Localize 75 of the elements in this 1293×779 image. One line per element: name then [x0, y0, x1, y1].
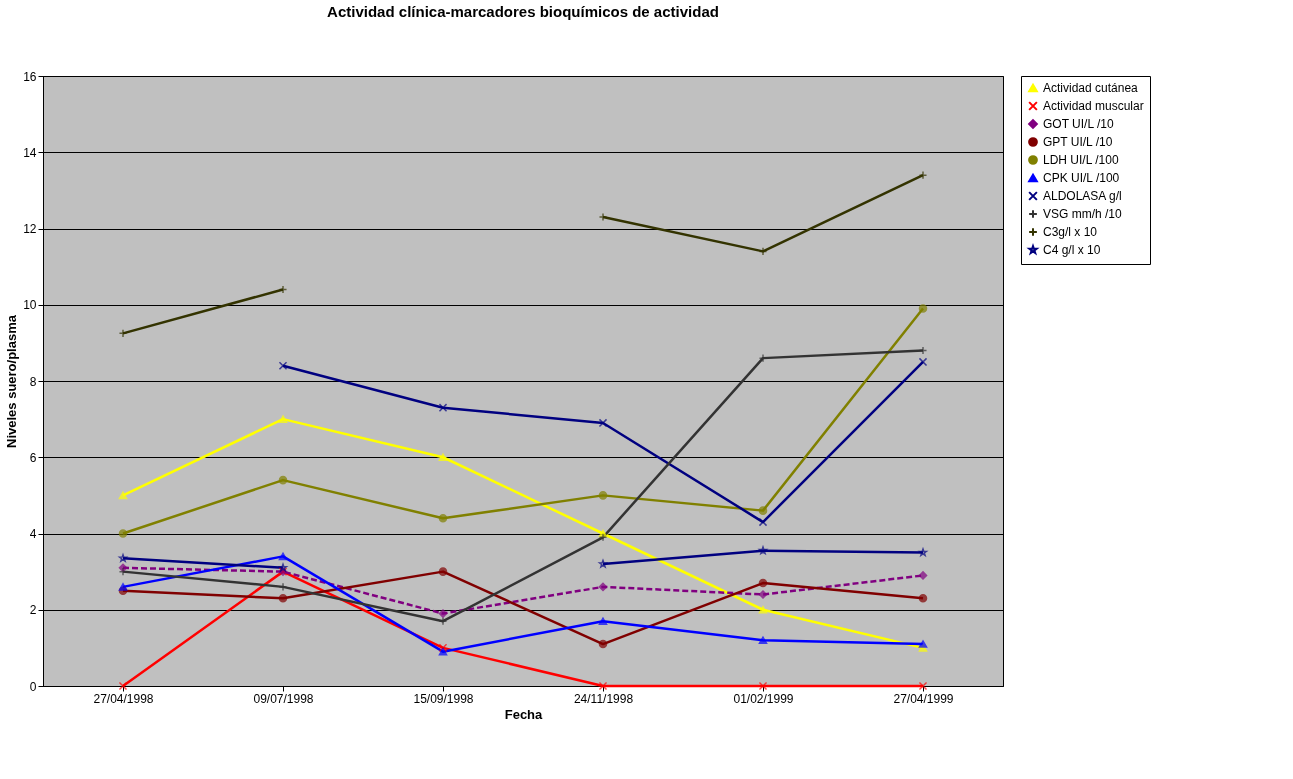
- point: [278, 361, 288, 371]
- y-tick-label: 4: [29, 527, 37, 541]
- point: [598, 212, 608, 222]
- x-tick-label: 15/09/1998: [413, 691, 474, 706]
- point: [438, 403, 448, 412]
- point: [598, 533, 608, 542]
- point: [758, 578, 768, 588]
- point: [438, 567, 448, 576]
- point: [438, 647, 448, 656]
- legend-label: GOT UI/L /10: [1043, 117, 1115, 131]
- point: [758, 605, 768, 614]
- point: [918, 571, 928, 580]
- point: [118, 583, 128, 591]
- point: [598, 582, 608, 592]
- point: [278, 563, 288, 572]
- point: [438, 643, 448, 653]
- legend-label: CPK UI/L /100: [1043, 171, 1120, 185]
- y-axis-title: Niveles suero/plasma: [4, 314, 20, 448]
- legend-label: LDH UI/L /100: [1043, 153, 1119, 167]
- legend-label: ALDOLASA g/l: [1043, 189, 1122, 203]
- point: [598, 559, 608, 568]
- x-tick-label: 27/04/1998: [93, 691, 154, 706]
- point: [598, 617, 608, 625]
- legend-label: C3g/l x 10: [1043, 225, 1098, 239]
- point: [758, 247, 768, 256]
- point: [278, 415, 288, 423]
- point: [598, 681, 608, 691]
- legend-label: VSG mm/h /10: [1043, 207, 1123, 221]
- point: [918, 346, 928, 355]
- y-tick-label: 16: [23, 69, 37, 84]
- point: [918, 681, 928, 691]
- x-tick-label: 09/07/1998: [253, 691, 314, 706]
- point: [918, 357, 928, 367]
- point: [918, 304, 928, 313]
- point: [278, 285, 288, 294]
- y-tick-label: 10: [23, 298, 37, 313]
- legend-label: Actividad cutánea: [1043, 81, 1139, 95]
- point: [598, 639, 608, 649]
- point: [278, 594, 288, 603]
- point: [918, 594, 928, 603]
- y-tick-label: 6: [29, 450, 37, 465]
- chart-title: Actividad clínica-marcadores bioquímicos de actividad: [327, 3, 719, 20]
- point: [438, 513, 448, 523]
- point: [758, 506, 768, 515]
- point: [918, 548, 928, 557]
- y-tick-label: 0: [29, 679, 37, 694]
- point: [598, 418, 608, 428]
- x-tick-label: 01/02/1999: [733, 691, 794, 706]
- point: [438, 609, 448, 618]
- point: [118, 681, 128, 691]
- point: [758, 546, 768, 555]
- point: [118, 329, 128, 338]
- point: [758, 681, 768, 691]
- y-tick-label: 2: [29, 603, 37, 618]
- point: [118, 491, 128, 500]
- legend-label: Actividad muscular: [1043, 99, 1144, 113]
- x-axis-title: Fecha: [504, 706, 544, 722]
- legend-label: GPT UI/L /10: [1043, 135, 1113, 149]
- legend-label: C4 g/l x 10: [1043, 243, 1101, 257]
- point: [918, 170, 928, 180]
- x-tick-label: 24/11/1998: [573, 691, 634, 706]
- point: [438, 453, 448, 462]
- y-tick-label: 12: [23, 222, 37, 236]
- point: [278, 475, 288, 485]
- point: [918, 640, 928, 648]
- point: [598, 491, 608, 500]
- x-tick-label: 27/04/1999: [893, 691, 954, 706]
- point: [278, 582, 288, 592]
- point: [758, 636, 768, 645]
- y-tick-label: 8: [29, 374, 37, 389]
- point: [118, 529, 128, 538]
- point: [278, 552, 288, 561]
- point: [758, 590, 768, 599]
- y-tick-label: 14: [23, 145, 37, 160]
- point: [438, 616, 448, 626]
